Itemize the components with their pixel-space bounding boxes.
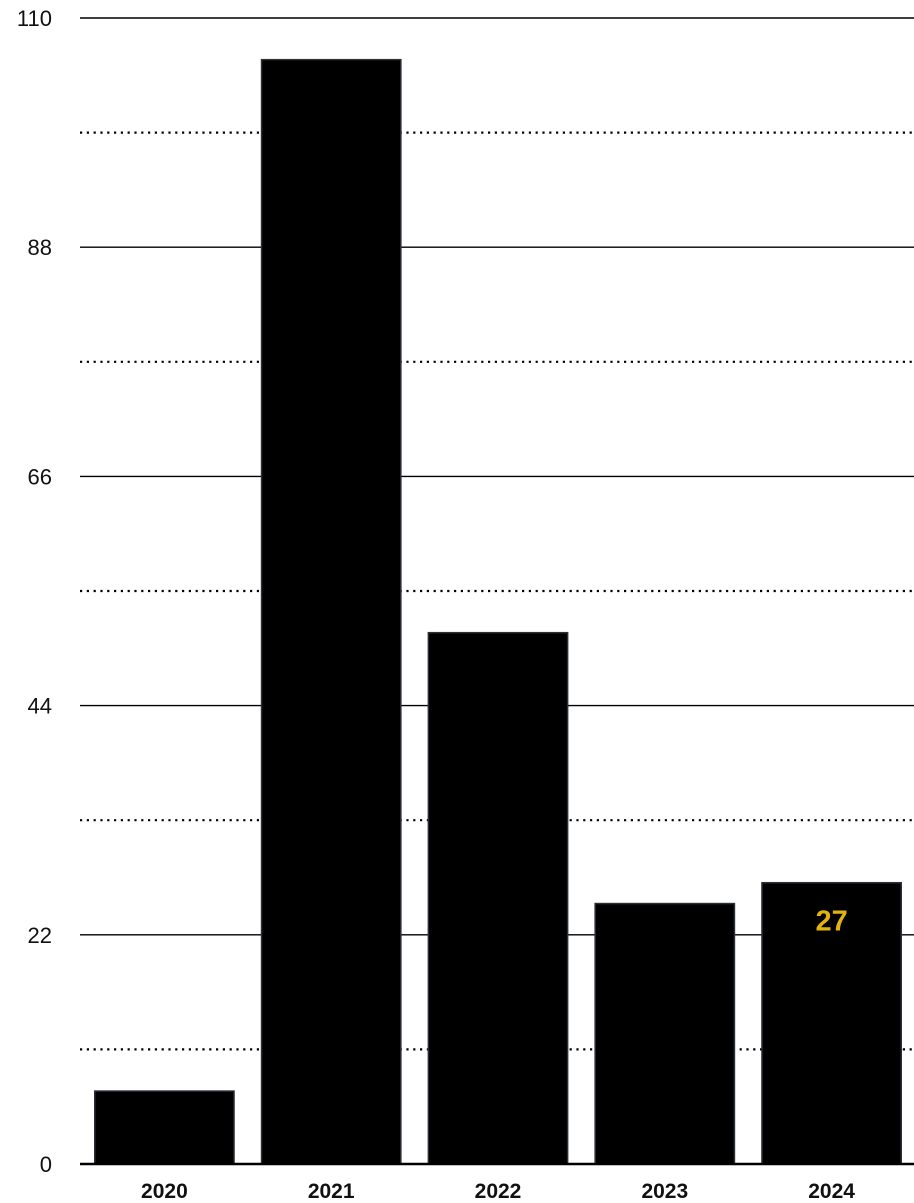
x-tick-label: 2021 <box>308 1180 355 1203</box>
y-tick-label: 44 <box>28 694 52 719</box>
bar-2020 <box>94 1090 235 1165</box>
data-label-2024: 27 <box>815 906 847 938</box>
y-tick-label: 22 <box>28 923 52 948</box>
bar-2021 <box>260 58 402 1165</box>
x-tick-label: 2024 <box>808 1180 855 1203</box>
labels: 0 22 44 66 88 110 2020 2021 2022 2023 2024 27 <box>17 6 855 1203</box>
y-tick-label: 66 <box>28 464 52 489</box>
x-tick-label: 2020 <box>141 1180 188 1203</box>
y-tick-label: 0 <box>40 1152 52 1177</box>
bar-2022 <box>427 631 569 1165</box>
y-tick-label: 88 <box>28 235 52 260</box>
bars <box>94 58 902 1165</box>
y-tick-label: 110 <box>17 6 52 31</box>
x-tick-label: 2023 <box>641 1180 688 1203</box>
x-tick-label: 2022 <box>475 1180 522 1203</box>
bar-2023 <box>594 902 736 1165</box>
